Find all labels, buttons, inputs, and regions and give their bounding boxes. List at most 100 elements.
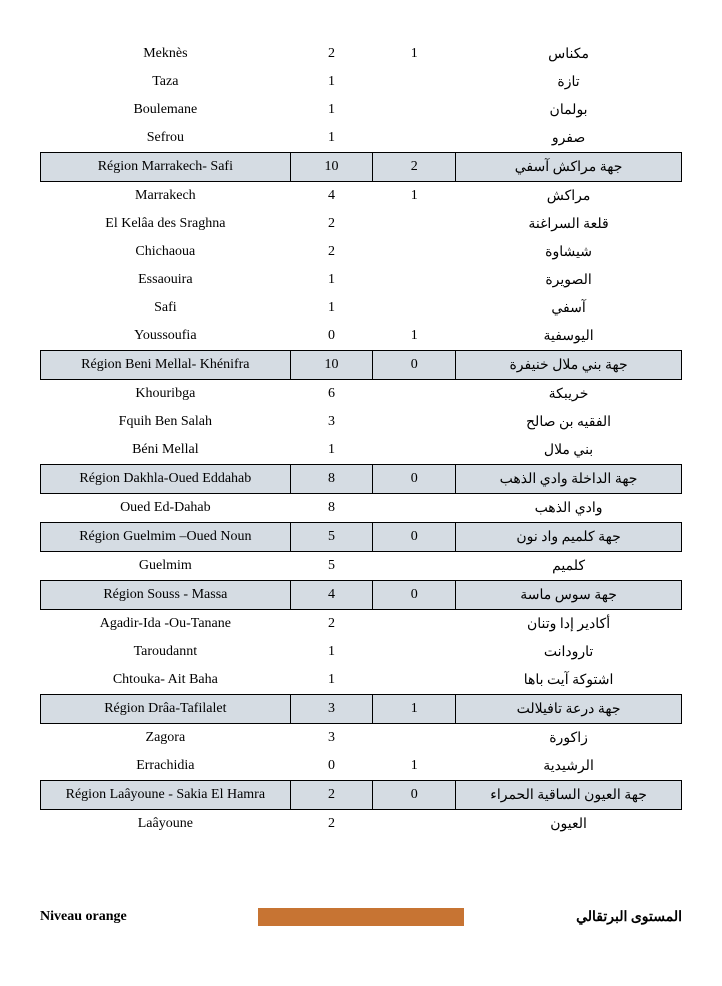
cell-ar: زاكورة (456, 724, 682, 753)
cell-fr: Essaouira (41, 266, 291, 294)
cell-ar: كلميم (456, 552, 682, 581)
cell-ar: جهة الداخلة وادي الذهب (456, 465, 682, 494)
region-row: Région Dakhla-Oued Eddahab80جهة الداخلة … (41, 465, 682, 494)
cell-fr: Fquih Ben Salah (41, 408, 291, 436)
cell-count-1: 4 (290, 581, 373, 610)
region-row: Région Laâyoune - Sakia El Hamra20جهة ال… (41, 781, 682, 810)
cell-count-1: 3 (290, 695, 373, 724)
cell-fr: Meknès (41, 40, 291, 68)
detail-row: Khouribga6 خريبكة (41, 380, 682, 409)
cell-count-1: 2 (290, 40, 373, 68)
cell-count-2 (373, 68, 456, 96)
cell-count-2 (373, 294, 456, 322)
cell-count-1: 0 (290, 322, 373, 351)
cell-ar: قلعة السراغنة (456, 210, 682, 238)
cell-ar: جهة درعة تافيلالت (456, 695, 682, 724)
cell-ar: جهة كلميم واد نون (456, 523, 682, 552)
cell-ar: جهة بني ملال خنيفرة (456, 351, 682, 380)
cell-fr: Chichaoua (41, 238, 291, 266)
data-table: Meknès21مكناسTaza1تازةBoulemane1بولمانSe… (40, 40, 682, 838)
cell-count-2 (373, 96, 456, 124)
cell-count-2 (373, 494, 456, 523)
cell-count-2: 1 (373, 40, 456, 68)
cell-fr: Taza (41, 68, 291, 96)
cell-count-1: 6 (290, 380, 373, 409)
cell-count-1: 1 (290, 638, 373, 666)
cell-fr: Région Souss - Massa (41, 581, 291, 610)
cell-count-2: 0 (373, 523, 456, 552)
cell-count-2 (373, 610, 456, 639)
cell-count-2: 0 (373, 781, 456, 810)
cell-count-2 (373, 238, 456, 266)
cell-ar: مكناس (456, 40, 682, 68)
detail-row: Chichaoua2 شيشاوة (41, 238, 682, 266)
cell-count-2: 1 (373, 752, 456, 781)
cell-count-1: 2 (290, 210, 373, 238)
cell-fr: Safi (41, 294, 291, 322)
region-row: Région Drâa-Tafilalet31جهة درعة تافيلالت (41, 695, 682, 724)
cell-count-1: 2 (290, 238, 373, 266)
cell-count-1: 2 (290, 781, 373, 810)
cell-ar: بني ملال (456, 436, 682, 465)
cell-ar: تازة (456, 68, 682, 96)
cell-ar: جهة سوس ماسة (456, 581, 682, 610)
cell-fr: Chtouka- Ait Baha (41, 666, 291, 695)
cell-count-2 (373, 552, 456, 581)
detail-row: Essaouira1الصويرة (41, 266, 682, 294)
cell-ar: أكادير إدا وتنان (456, 610, 682, 639)
detail-row: Béni Mellal1بني ملال (41, 436, 682, 465)
region-row: Région Guelmim –Oued Noun50جهة كلميم واد… (41, 523, 682, 552)
cell-count-2 (373, 436, 456, 465)
detail-row: Guelmim5كلميم (41, 552, 682, 581)
cell-count-2: 0 (373, 351, 456, 380)
cell-count-2 (373, 724, 456, 753)
cell-count-2 (373, 666, 456, 695)
cell-fr: Région Laâyoune - Sakia El Hamra (41, 781, 291, 810)
cell-fr: Région Guelmim –Oued Noun (41, 523, 291, 552)
detail-row: Agadir-Ida -Ou-Tanane2أكادير إدا وتنان (41, 610, 682, 639)
cell-count-2: 1 (373, 695, 456, 724)
cell-fr: El Kelâa des Sraghna (41, 210, 291, 238)
cell-count-2 (373, 380, 456, 409)
cell-count-1: 8 (290, 465, 373, 494)
cell-count-2: 2 (373, 153, 456, 182)
cell-fr: Sefrou (41, 124, 291, 153)
cell-fr: Oued Ed-Dahab (41, 494, 291, 523)
cell-count-1: 1 (290, 294, 373, 322)
cell-ar: صفرو (456, 124, 682, 153)
cell-fr: Zagora (41, 724, 291, 753)
cell-count-2 (373, 408, 456, 436)
cell-ar: شيشاوة (456, 238, 682, 266)
cell-count-1: 1 (290, 666, 373, 695)
detail-row: Errachidia01الرشيدية (41, 752, 682, 781)
cell-fr: Région Dakhla-Oued Eddahab (41, 465, 291, 494)
cell-ar: آسفي (456, 294, 682, 322)
cell-count-2 (373, 266, 456, 294)
cell-ar: تارودانت (456, 638, 682, 666)
cell-fr: Région Marrakech- Safi (41, 153, 291, 182)
cell-fr: Marrakech (41, 182, 291, 211)
cell-fr: Khouribga (41, 380, 291, 409)
cell-ar: مراكش (456, 182, 682, 211)
cell-fr: Boulemane (41, 96, 291, 124)
cell-ar: خريبكة (456, 380, 682, 409)
region-row: Région Beni Mellal- Khénifra100جهة بني م… (41, 351, 682, 380)
cell-ar: وادي الذهب (456, 494, 682, 523)
cell-fr: Guelmim (41, 552, 291, 581)
cell-count-1: 3 (290, 408, 373, 436)
cell-count-2 (373, 810, 456, 839)
detail-row: Taza1 تازة (41, 68, 682, 96)
cell-fr: Région Beni Mellal- Khénifra (41, 351, 291, 380)
cell-count-2 (373, 210, 456, 238)
cell-count-1: 3 (290, 724, 373, 753)
cell-fr: Laâyoune (41, 810, 291, 839)
cell-count-2: 0 (373, 465, 456, 494)
cell-count-2: 1 (373, 182, 456, 211)
detail-row: Meknès21مكناس (41, 40, 682, 68)
cell-count-1: 1 (290, 68, 373, 96)
cell-count-1: 10 (290, 351, 373, 380)
cell-fr: Agadir-Ida -Ou-Tanane (41, 610, 291, 639)
cell-count-1: 1 (290, 436, 373, 465)
cell-count-1: 1 (290, 96, 373, 124)
cell-ar: العيون (456, 810, 682, 839)
